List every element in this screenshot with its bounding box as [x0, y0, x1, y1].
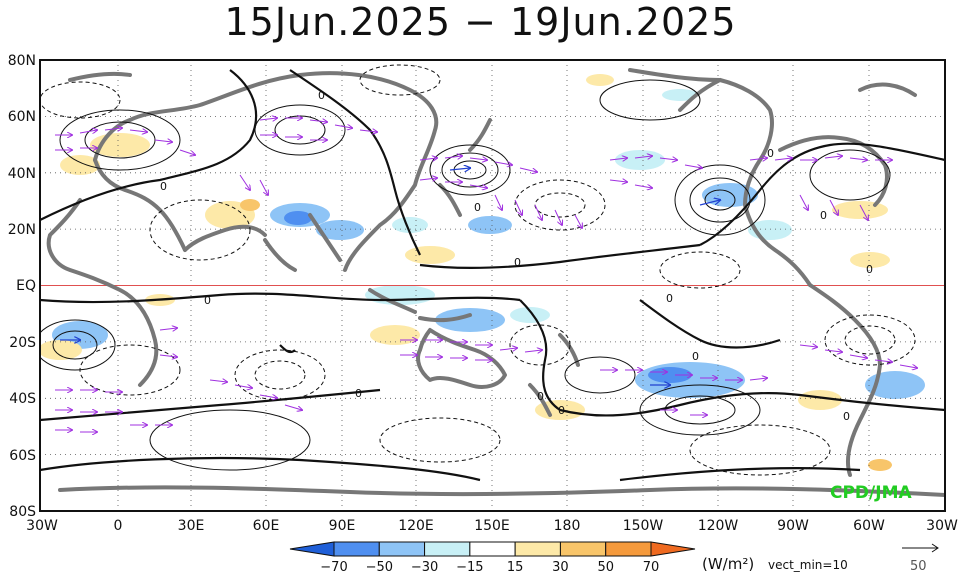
lat-label: 20N [8, 222, 36, 238]
lon-label: 30W [26, 518, 58, 534]
colorbar-segment [605, 541, 652, 557]
contour-label: 0 [204, 294, 211, 307]
colorbar-tick-label: 70 [643, 560, 660, 575]
colorbar-segment [559, 541, 607, 557]
colorbar-tick-label: 15 [507, 560, 524, 575]
streamfunction-contours [40, 64, 945, 482]
lat-label: 20S [9, 335, 36, 351]
lat-axis-labels: 80N 60N 40N 20N EQ 20S 40S 60S 80S [8, 53, 36, 520]
reference-vector: 50 [902, 543, 939, 574]
map-title: 15Jun.2025 − 19Jun.2025 [224, 0, 737, 44]
colorbar-unit: (W/m²) [702, 555, 754, 573]
colorbar-tick-label: −15 [456, 560, 483, 575]
vector-min-note: vect_min=10 [768, 558, 848, 572]
lon-label: 30E [178, 518, 205, 534]
contour-label: 0 [843, 410, 850, 423]
contour-label: 0 [318, 89, 325, 102]
lon-label: 150E [474, 518, 510, 534]
lon-label: 90E [329, 518, 356, 534]
watermark: CPD/JMA [830, 483, 912, 503]
contour-label: 0 [666, 292, 673, 305]
contour-zero-labels: 0 0 0 0 0 0 0 0 0 0 0 0 0 0 [160, 89, 873, 423]
lat-label: 60N [8, 109, 36, 125]
lon-label: 150W [623, 518, 664, 534]
coastlines [46, 68, 945, 497]
lon-label: 60E [253, 518, 280, 534]
lon-axis-labels: 30W 0 30E 60E 90E 120E 150E 180 150W 120… [26, 518, 958, 534]
contour-label: 0 [537, 390, 544, 403]
colorbar-tick-label: 30 [552, 560, 569, 575]
colorbar: −70 −50 −30 −15 15 30 50 70 [289, 541, 696, 575]
colorbar-segment [333, 541, 380, 557]
lon-label: 120W [698, 518, 739, 534]
reference-vector-value: 50 [910, 559, 927, 574]
lon-label: 0 [114, 518, 123, 534]
lat-label: 60S [9, 448, 36, 464]
contour-label: 0 [866, 263, 873, 276]
wind-vectors [55, 118, 917, 432]
colorbar-tick-label: −30 [411, 560, 438, 575]
colorbar-segment [469, 541, 516, 557]
lon-label: 30W [926, 518, 958, 534]
contour-label: 0 [474, 201, 481, 214]
lat-label: EQ [16, 278, 36, 294]
lat-label: 40N [8, 166, 36, 182]
colorbar-segment [514, 541, 561, 557]
colorbar-segment [650, 541, 696, 557]
lon-label: 180 [554, 518, 581, 534]
lat-label: 80N [8, 53, 36, 69]
strong-wind-vectors [60, 168, 720, 385]
contour-label: 0 [692, 350, 699, 363]
contour-label: 0 [160, 180, 167, 193]
colorbar-segment [289, 541, 335, 557]
colorbar-tick-label: 50 [597, 560, 614, 575]
colorbar-segment [424, 541, 471, 557]
lat-label: 80S [9, 504, 36, 520]
lon-label: 90W [777, 518, 809, 534]
reference-arrowhead-icon [931, 543, 939, 553]
contour-label: 0 [820, 209, 827, 222]
contour-label: 0 [514, 256, 521, 269]
lat-label: 40S [9, 391, 36, 407]
contour-label: 0 [767, 147, 774, 160]
colorbar-tick-label: −50 [366, 560, 393, 575]
contour-label: 0 [558, 404, 565, 417]
lon-label: 120E [398, 518, 434, 534]
lon-label: 60W [853, 518, 885, 534]
colorbar-tick-label: −70 [320, 560, 347, 575]
plot-frame [39, 59, 946, 512]
contour-label: 0 [355, 387, 362, 400]
colorbar-segment [378, 541, 426, 557]
olr-anomaly-shading [40, 74, 925, 471]
